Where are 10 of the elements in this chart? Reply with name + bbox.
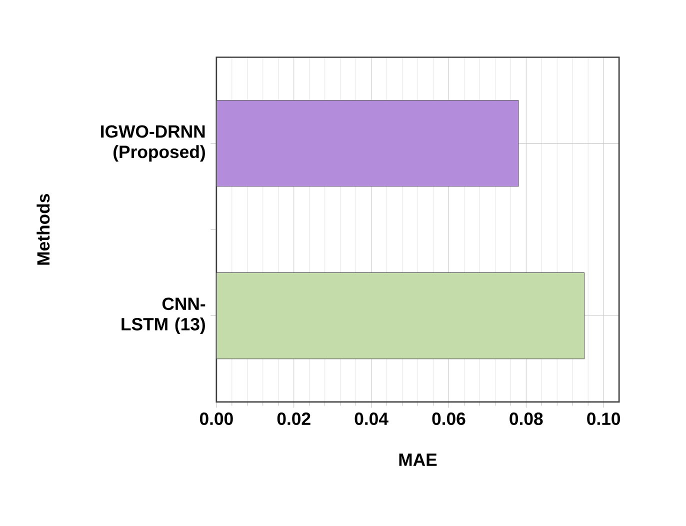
x-tick-label: 0.02 [277,412,310,426]
x-tick-label: 0.04 [354,412,388,426]
x-tick-label: 0.06 [432,412,466,426]
x-axis-title: MAE [399,454,437,466]
x-tick-label: 0.00 [200,412,233,426]
y-tick-label: CNN-LSTM (13) [122,298,206,334]
y-axis-title: Methods [36,194,50,265]
y-tick-label: IGWO-DRNN (Proposed) [101,125,205,162]
x-tick-label: 0.08 [510,412,543,426]
x-tick-label: 0.10 [587,412,620,426]
